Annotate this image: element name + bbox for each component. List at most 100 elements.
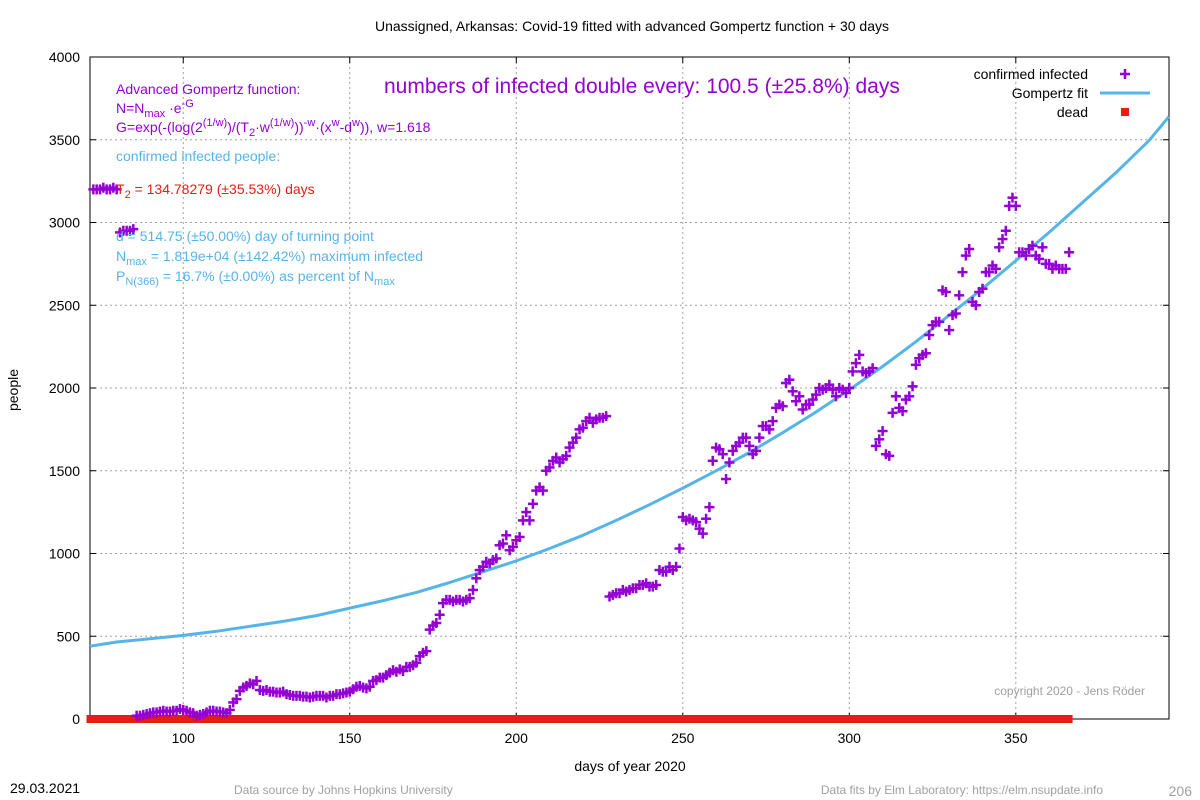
- gompertz-equation-1: N=Nmax ·e-G: [116, 98, 194, 120]
- eq2-d: )): [294, 119, 303, 135]
- infected-point: [964, 243, 975, 254]
- x-tick-label: 350: [1004, 730, 1028, 746]
- footer-date: 29.03.2021: [10, 780, 81, 796]
- infected-point: [867, 363, 878, 374]
- legend: confirmed infected Gompertz fit dead: [974, 66, 1150, 120]
- doubling-time-headline: numbers of infected double every: 100.5 …: [384, 75, 900, 98]
- infected-point: [827, 384, 838, 395]
- infected-point: [997, 234, 1008, 245]
- eq2-sup5: w: [351, 117, 360, 129]
- infected-point: [794, 391, 805, 402]
- t2-line: T2 = 134.78279 (±35.53%) days: [116, 181, 315, 201]
- x-tick-label: 100: [172, 730, 196, 746]
- infected-point: [910, 359, 921, 370]
- infected-point: [364, 681, 375, 692]
- x-axis-label: days of year 2020: [574, 758, 686, 774]
- infected-point: [777, 401, 788, 412]
- infected-point: [887, 407, 898, 418]
- infected-point: [1064, 247, 1075, 258]
- infected-point: [697, 528, 708, 539]
- eq2-a: G=exp(-(log(2: [116, 119, 203, 135]
- infected-point: [701, 513, 712, 524]
- infected-point: [524, 515, 535, 526]
- infected-point: [497, 538, 508, 549]
- p-mid: = 16.7% (±0.00%) as percent of N: [159, 268, 374, 284]
- infected-point: [754, 432, 765, 443]
- confirmed-header: confirmed infected people:: [116, 148, 280, 164]
- y-tick-label: 2500: [49, 297, 80, 313]
- percent-line: PN(366) = 16.7% (±0.00%) as percent of N…: [116, 268, 395, 288]
- infected-point: [251, 675, 262, 686]
- infected-point: [934, 316, 945, 327]
- t2-post: = 134.78279 (±35.53%) days: [131, 181, 315, 197]
- infected-point: [231, 694, 242, 705]
- infected-point: [940, 287, 951, 298]
- infected-point: [810, 389, 821, 400]
- infected-point: [890, 391, 901, 402]
- infected-point: [521, 507, 532, 518]
- eq2-g: )), w=1.618: [360, 119, 431, 135]
- infected-point: [924, 330, 935, 341]
- infected-point: [744, 440, 755, 451]
- infected-point: [787, 386, 798, 397]
- eq2-sup4: w: [331, 117, 340, 129]
- eq1-sup: -G: [182, 98, 194, 110]
- y-tick-label: 2000: [49, 380, 80, 396]
- infected-point: [431, 618, 442, 629]
- infected-point: [464, 593, 475, 604]
- infected-point: [411, 657, 422, 668]
- nmax-post: = 1.819e+04 (±142.42%) maximum infected: [147, 248, 423, 264]
- legend-label-dead: dead: [1057, 104, 1088, 120]
- infected-point: [111, 184, 122, 195]
- infected-point: [434, 609, 445, 620]
- infected-point: [874, 434, 885, 445]
- infected-point: [830, 391, 841, 402]
- infected-point: [1020, 250, 1031, 261]
- infected-point: [707, 455, 718, 466]
- infected-point: [651, 579, 662, 590]
- nmax-sub: max: [126, 256, 147, 268]
- eq1-mid: ·e: [165, 100, 182, 116]
- eq1-pre: N=N: [116, 100, 144, 116]
- infected-point: [1000, 225, 1011, 236]
- infected-point: [957, 267, 968, 278]
- infected-point: [904, 391, 915, 402]
- legend-marker-confirmed: [1120, 69, 1130, 79]
- y-tick-label: 500: [57, 628, 81, 644]
- infected-point: [577, 422, 588, 433]
- infected-point: [1037, 242, 1048, 253]
- infected-point: [897, 406, 908, 417]
- infected-point: [877, 426, 888, 437]
- infected-point: [920, 348, 931, 359]
- infected-point: [764, 424, 775, 435]
- infected-point: [984, 267, 995, 278]
- infected-point: [1027, 240, 1038, 251]
- infected-point: [704, 502, 715, 513]
- infected-point: [751, 445, 762, 456]
- y-tick-label: 3500: [49, 132, 80, 148]
- y-tick-label: 4000: [49, 49, 80, 65]
- infected-point: [527, 498, 538, 509]
- legend-label-gompertz: Gompertz fit: [1012, 85, 1088, 101]
- infected-point: [724, 457, 735, 468]
- y-tick-label: 3000: [49, 215, 80, 231]
- infected-point: [870, 440, 881, 451]
- infected-point: [854, 349, 865, 360]
- ticks: 100 150 200 250 300 3500500100015002000250030…: [49, 49, 1169, 746]
- eq2-f: -d: [340, 119, 352, 135]
- infected-point: [994, 242, 1005, 253]
- infected-point: [501, 530, 512, 541]
- infected-point: [537, 485, 548, 496]
- nmax-line: Nmax = 1.819e+04 (±142.42%) maximum infe…: [116, 248, 423, 268]
- infected-point: [1034, 253, 1045, 264]
- copyright: copyright 2020 - Jens Röder: [994, 684, 1145, 698]
- p-sub: N(366): [125, 276, 159, 288]
- infected-point: [671, 561, 682, 572]
- y-tick-label: 0: [72, 711, 80, 727]
- gompertz-fit-series: [89, 115, 1171, 648]
- eq2-sup3: -w: [304, 117, 316, 129]
- infected-point: [784, 374, 795, 385]
- infected-point: [954, 290, 965, 301]
- confirmed-infected-series: [88, 182, 1075, 721]
